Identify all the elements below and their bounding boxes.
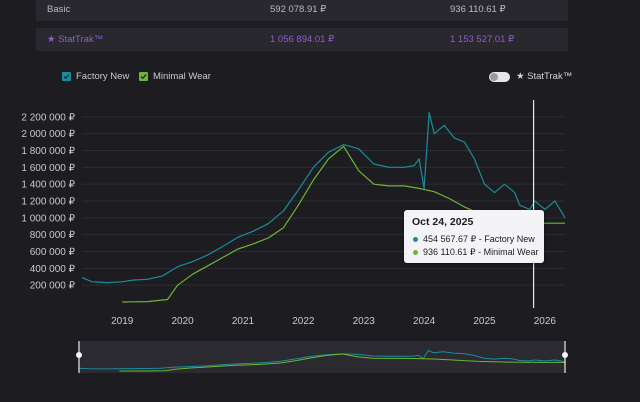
- navigator-background: [79, 341, 565, 373]
- price-row-stattrak: ★ StatTrak™ 1 056 894.01 ₽ 1 153 527.01 …: [36, 28, 568, 51]
- x-tick-label: 2019: [111, 316, 134, 327]
- y-tick-label: 2 200 000 ₽: [21, 112, 75, 123]
- series-line-factory-new: [81, 112, 566, 284]
- stattrak-toggle[interactable]: [489, 71, 510, 82]
- y-tick-label: 2 000 000 ₽: [21, 129, 75, 140]
- chart-tooltip: Oct 24, 2025 454 567.67 ₽ - Factory New …: [404, 210, 544, 263]
- x-tick-label: 2024: [413, 316, 436, 327]
- x-tick-label: 2022: [292, 316, 315, 327]
- toggle-knob: [490, 72, 498, 81]
- navigator-line-factory-new: [78, 349, 566, 370]
- row-name: Basic: [47, 4, 71, 15]
- y-tick-label: 1 200 000 ₽: [21, 197, 75, 208]
- x-tick-label: 2025: [473, 316, 496, 327]
- legend-label: Factory New: [76, 71, 130, 82]
- y-tick-label: 800 000 ₽: [30, 230, 76, 241]
- navigator-handle-right[interactable]: [562, 352, 568, 358]
- range-navigator[interactable]: [76, 341, 568, 373]
- x-tick-label: 2023: [353, 316, 376, 327]
- navigator-line-minimal-wear: [119, 353, 565, 372]
- tooltip-mw-value: 936 110.61 ₽ - Minimal Wear: [423, 247, 539, 257]
- series-dot-icon: [413, 237, 418, 242]
- y-tick-label: 1 600 000 ₽: [21, 163, 75, 174]
- tooltip-row-minimal-wear: 936 110.61 ₽ - Minimal Wear: [413, 247, 538, 258]
- checkbox-icon[interactable]: [62, 72, 71, 81]
- price-chart[interactable]: 200 000 ₽ 400 000 ₽ 600 000 ₽ 800 000 ₽ 1 00…: [0, 90, 640, 330]
- x-tick-label: 2020: [172, 316, 195, 327]
- series-dot-icon: [413, 250, 418, 255]
- price-table: Basic 592 078.91 ₽ 936 110.61 ₽ ★ StatTr…: [36, 0, 568, 51]
- row-value-1: 1 056 894.01 ₽: [270, 34, 335, 45]
- tooltip-date: Oct 24, 2025: [412, 216, 474, 228]
- legend-label: Minimal Wear: [153, 71, 211, 82]
- y-tick-label: 1 800 000 ₽: [21, 146, 75, 157]
- y-tick-label: 400 000 ₽: [30, 264, 76, 275]
- y-tick-label: 1 000 000 ₽: [21, 213, 75, 224]
- row-value-2: 936 110.61 ₽: [450, 4, 506, 15]
- x-tick-label: 2026: [534, 316, 557, 327]
- checkbox-icon[interactable]: [139, 72, 148, 81]
- price-row-basic: Basic 592 078.91 ₽ 936 110.61 ₽: [36, 0, 568, 21]
- tooltip-row-factory-new: 454 567.67 ₽ - Factory New: [413, 234, 535, 245]
- stattrak-toggle-group: ★ StatTrak™: [489, 71, 572, 82]
- tooltip-fn-value: 454 567.67 ₽ - Factory New: [423, 234, 535, 244]
- row-value-2: 1 153 527.01 ₽: [450, 34, 515, 45]
- row-name: ★ StatTrak™: [47, 34, 104, 45]
- x-tick-label: 2021: [232, 316, 255, 327]
- legend-factory-new[interactable]: Factory New: [62, 71, 129, 82]
- y-tick-label: 600 000 ₽: [30, 247, 76, 258]
- y-tick-label: 200 000 ₽: [30, 281, 76, 292]
- y-tick-label: 1 400 000 ₽: [21, 180, 75, 191]
- navigator-handle-left[interactable]: [76, 352, 82, 358]
- row-value-1: 592 078.91 ₽: [270, 4, 327, 15]
- stattrak-toggle-label: ★ StatTrak™: [516, 71, 573, 82]
- legend-minimal-wear[interactable]: Minimal Wear: [139, 71, 211, 82]
